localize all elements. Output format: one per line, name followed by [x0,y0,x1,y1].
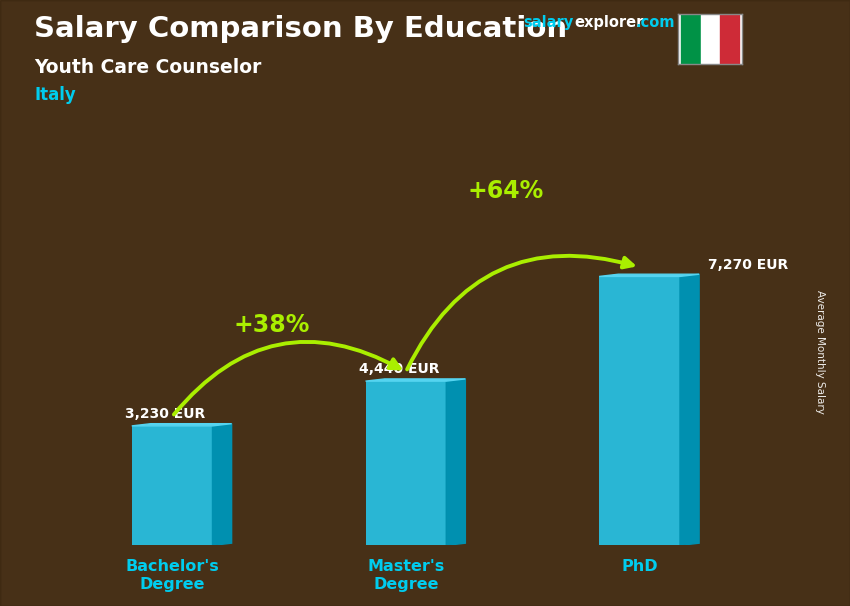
Text: Italy: Italy [34,86,76,104]
Text: +38%: +38% [234,313,310,338]
Text: salary: salary [523,15,573,30]
Text: 7,270 EUR: 7,270 EUR [707,258,788,271]
Text: Youth Care Counselor: Youth Care Counselor [34,58,262,76]
Text: Salary Comparison By Education: Salary Comparison By Education [34,15,567,43]
Bar [599,276,680,545]
Polygon shape [132,424,231,426]
Bar [366,381,446,545]
Text: 3,230 EUR: 3,230 EUR [126,407,206,421]
Bar [132,426,212,545]
Text: +64%: +64% [468,179,544,203]
Bar [681,14,700,64]
Polygon shape [599,274,699,276]
Polygon shape [366,379,466,381]
Bar [720,14,740,64]
Text: Average Monthly Salary: Average Monthly Salary [815,290,825,413]
Text: .com: .com [636,15,675,30]
Bar [700,14,720,64]
Text: 4,440 EUR: 4,440 EUR [359,362,439,376]
Polygon shape [446,379,466,545]
Polygon shape [680,274,699,545]
Text: explorer: explorer [575,15,644,30]
Polygon shape [212,424,231,545]
